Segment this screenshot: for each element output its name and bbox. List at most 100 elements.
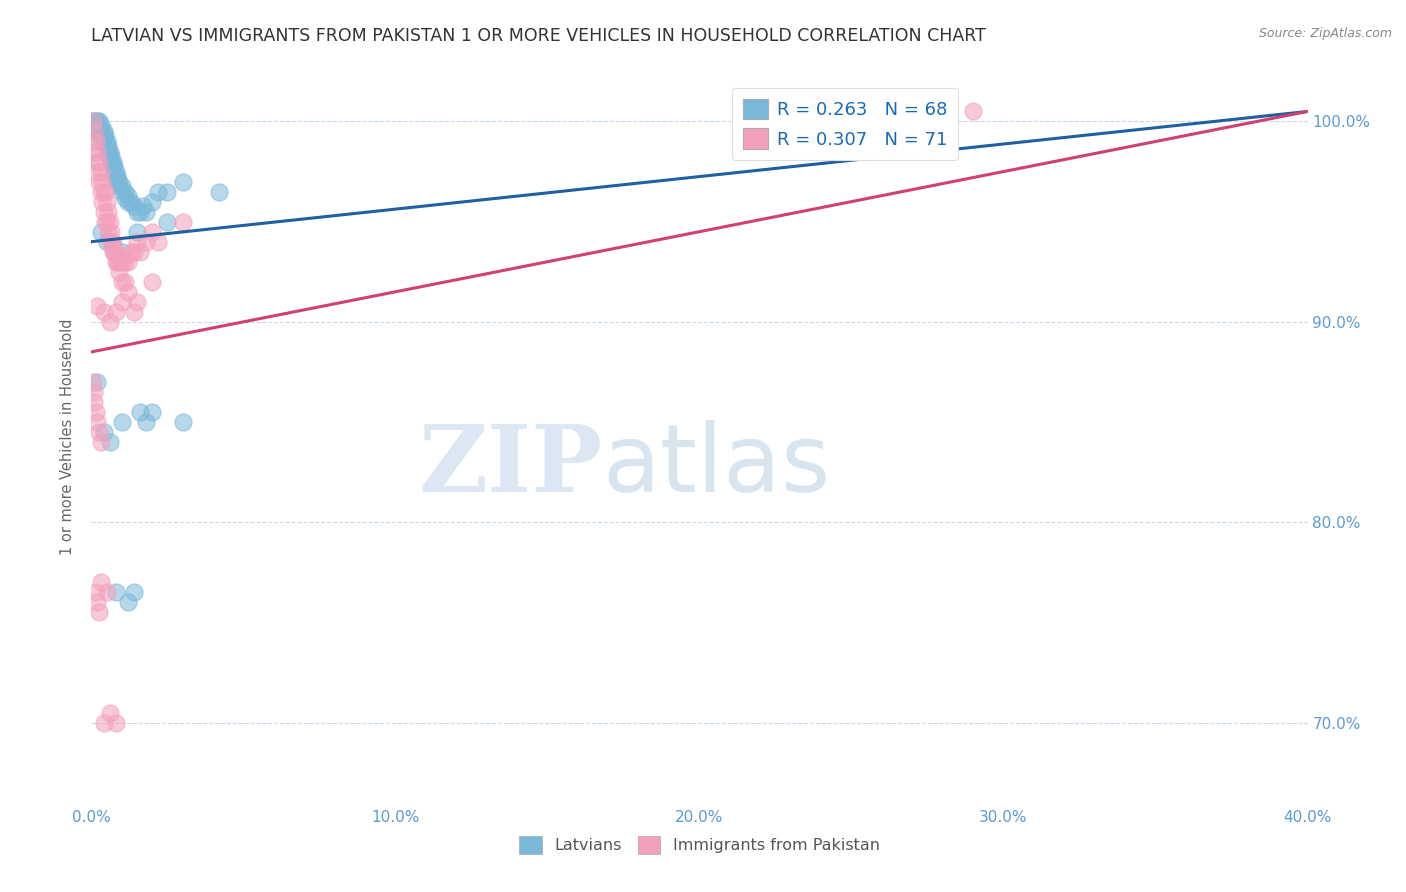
Point — [125, 235, 148, 249]
Point — [172, 214, 194, 228]
Point — [103, 159, 125, 173]
Point — [83, 114, 105, 128]
Point — [107, 254, 129, 268]
Point — [117, 595, 139, 609]
Point — [105, 175, 128, 189]
Point — [172, 175, 194, 189]
Point — [117, 254, 139, 268]
Point — [96, 214, 118, 228]
Point — [96, 194, 118, 209]
Point — [103, 164, 125, 178]
Point — [84, 405, 107, 419]
Point — [111, 244, 134, 259]
Point — [91, 175, 114, 189]
Point — [94, 128, 117, 143]
Point — [86, 415, 108, 429]
Text: LATVIAN VS IMMIGRANTS FROM PAKISTAN 1 OR MORE VEHICLES IN HOUSEHOLD CORRELATION : LATVIAN VS IMMIGRANTS FROM PAKISTAN 1 OR… — [91, 27, 986, 45]
Point — [122, 244, 145, 259]
Point — [111, 178, 134, 193]
Point — [93, 715, 115, 730]
Point — [104, 164, 127, 178]
Point — [87, 114, 110, 128]
Point — [104, 305, 127, 319]
Point — [87, 425, 110, 439]
Point — [89, 164, 111, 178]
Point — [100, 148, 122, 162]
Point — [86, 114, 108, 128]
Point — [98, 151, 121, 165]
Point — [87, 606, 110, 620]
Point — [105, 254, 128, 268]
Point — [93, 425, 115, 439]
Point — [208, 185, 231, 199]
Point — [89, 575, 111, 590]
Point — [105, 169, 128, 183]
Point — [111, 254, 134, 268]
Point — [125, 225, 148, 239]
Point — [98, 235, 121, 249]
Point — [172, 415, 194, 429]
Point — [114, 185, 136, 199]
Point — [129, 204, 152, 219]
Text: atlas: atlas — [602, 420, 831, 512]
Point — [111, 275, 134, 289]
Point — [83, 384, 105, 399]
Point — [120, 194, 142, 209]
Point — [89, 124, 111, 138]
Point — [93, 204, 115, 219]
Point — [122, 199, 145, 213]
Point — [114, 191, 136, 205]
Point — [94, 135, 117, 149]
Point — [117, 188, 139, 202]
Point — [82, 135, 104, 149]
Point — [98, 214, 121, 228]
Point — [86, 375, 108, 389]
Point — [87, 124, 110, 138]
Point — [100, 225, 122, 239]
Point — [111, 185, 134, 199]
Point — [91, 194, 114, 209]
Point — [148, 185, 170, 199]
Point — [96, 135, 118, 149]
Point — [84, 135, 107, 149]
Point — [107, 175, 129, 189]
Point — [101, 244, 124, 259]
Point — [135, 235, 157, 249]
Point — [117, 194, 139, 209]
Point — [91, 124, 114, 138]
Text: ZIP: ZIP — [418, 421, 602, 511]
Point — [101, 238, 124, 252]
Point — [94, 214, 117, 228]
Y-axis label: 1 or more Vehicles in Household: 1 or more Vehicles in Household — [60, 318, 76, 556]
Point — [86, 124, 108, 138]
Point — [148, 235, 170, 249]
Point — [93, 305, 115, 319]
Point — [104, 715, 127, 730]
Point — [101, 154, 124, 169]
Point — [117, 285, 139, 299]
Point — [122, 585, 145, 599]
Point — [97, 138, 120, 153]
Text: Source: ZipAtlas.com: Source: ZipAtlas.com — [1258, 27, 1392, 40]
Point — [93, 185, 115, 199]
Point — [111, 415, 134, 429]
Point — [132, 199, 155, 213]
Point — [122, 305, 145, 319]
Point — [82, 114, 104, 128]
Point — [97, 204, 120, 219]
Point — [98, 315, 121, 329]
Point — [125, 294, 148, 309]
Point — [89, 435, 111, 450]
Point — [100, 154, 122, 169]
Point — [114, 275, 136, 289]
Point — [101, 235, 124, 249]
Point — [89, 119, 111, 133]
Point — [94, 185, 117, 199]
Point — [86, 595, 108, 609]
Point — [83, 395, 105, 409]
Point — [84, 114, 107, 128]
Point — [135, 415, 157, 429]
Point — [86, 299, 108, 313]
Point — [156, 214, 179, 228]
Point — [125, 204, 148, 219]
